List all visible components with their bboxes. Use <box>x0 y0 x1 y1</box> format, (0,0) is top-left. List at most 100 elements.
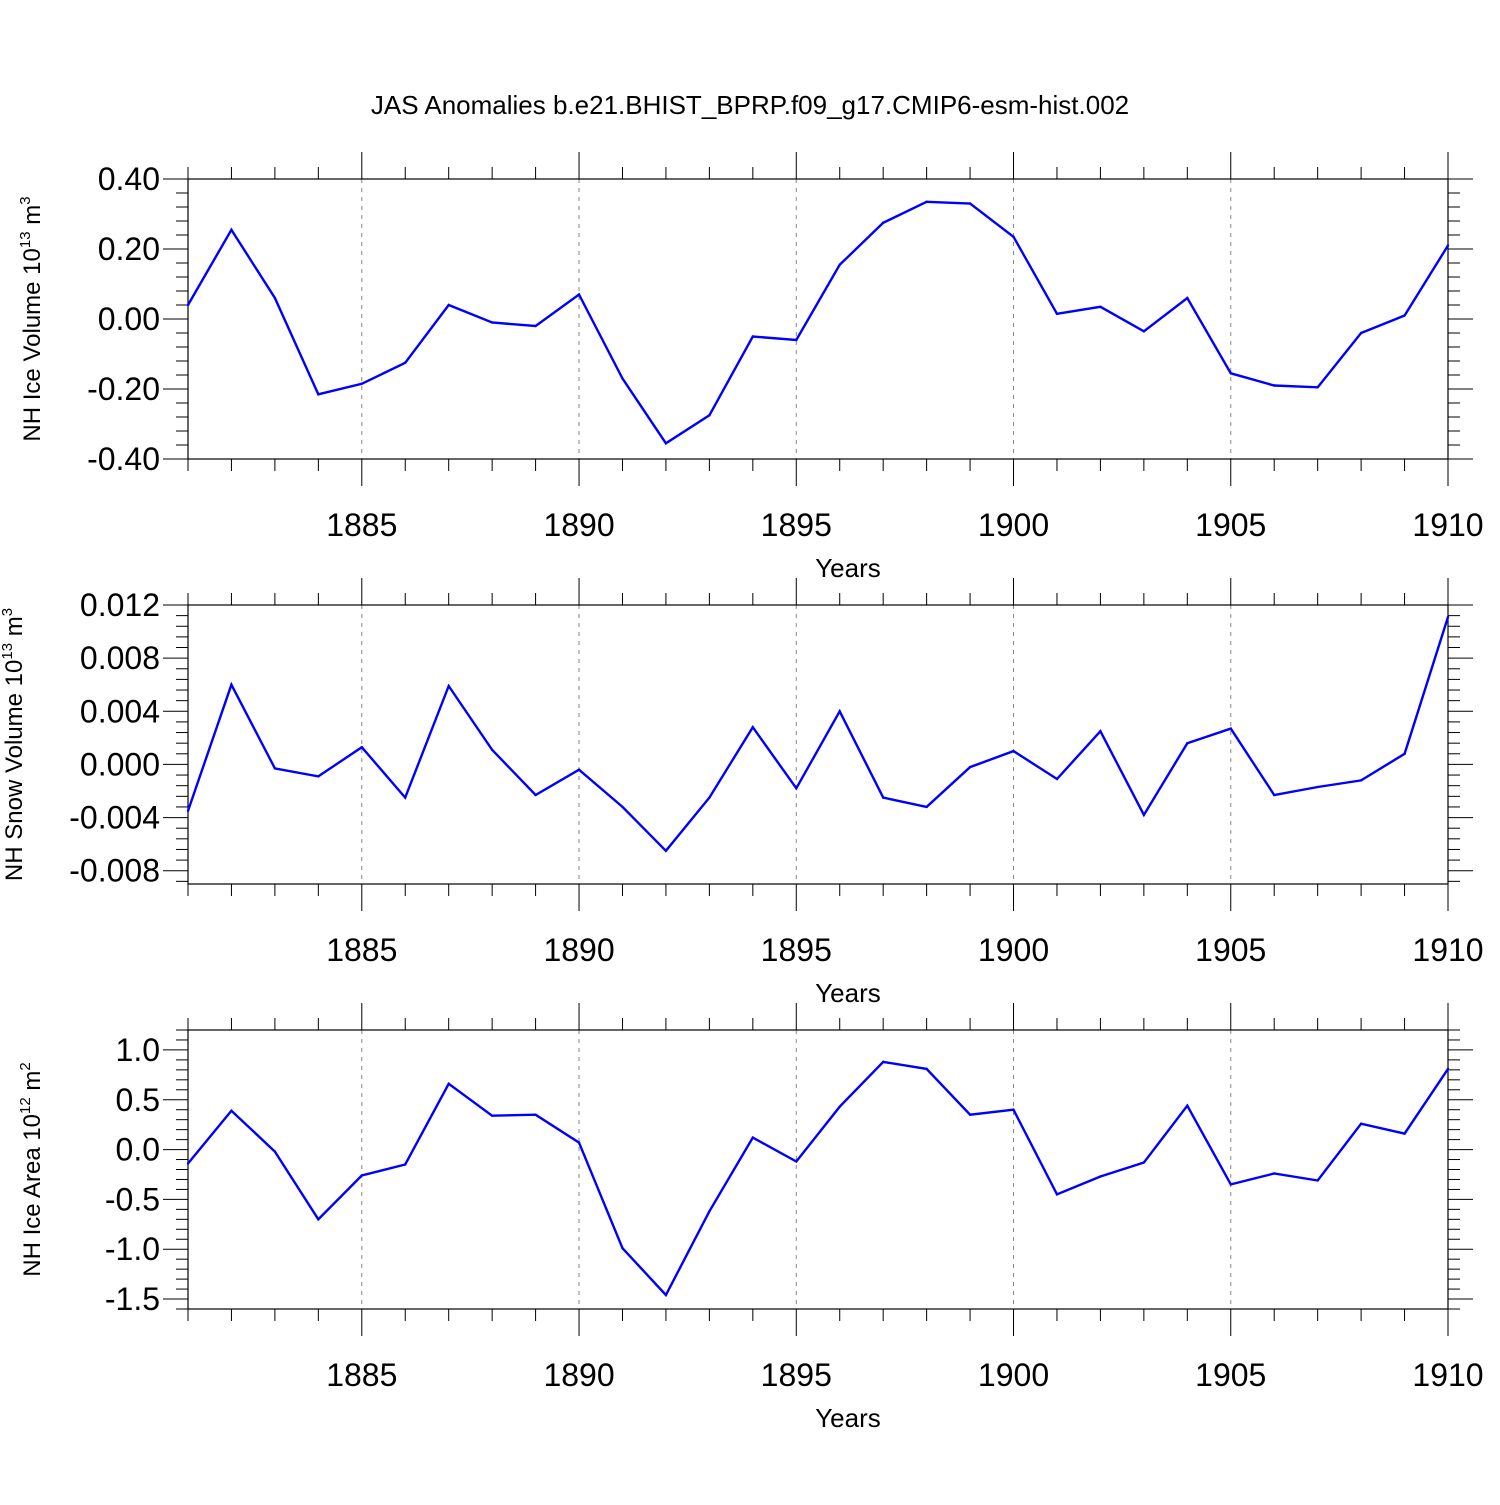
data-point <box>404 361 407 364</box>
data-point <box>1316 785 1319 789</box>
data-point <box>317 393 320 396</box>
series-line <box>186 200 1450 445</box>
y-tick-label: 0.000 <box>80 746 160 782</box>
y-tick-label: -0.20 <box>87 371 160 407</box>
chart-panel-1: -0.40 -0.20 0.00 0.20 0.40 1885 1890 1895 1900 19… <box>17 152 1484 583</box>
data-point <box>317 1218 320 1221</box>
x-tick-label: 1885 <box>326 932 397 968</box>
data-point <box>1099 730 1102 733</box>
data-point <box>1403 752 1406 755</box>
y-tick-label: 0.5 <box>116 1082 160 1118</box>
data-point <box>968 202 972 205</box>
data-point <box>881 796 885 799</box>
y-tick-label: -0.004 <box>69 800 160 836</box>
y-axis-label: NH Ice Area 1012 m2 <box>17 1062 46 1276</box>
series-line <box>186 616 1450 853</box>
data-point <box>273 296 277 300</box>
x-tick-label: 1890 <box>543 1357 614 1393</box>
data-point <box>1186 296 1189 300</box>
y-axis-label: NH Snow Volume 1013 m3 <box>0 608 28 881</box>
data-point <box>1403 314 1406 317</box>
chart-panel-2: -0.008 -0.004 0.000 0.004 0.008 0.012 1885 1890… <box>0 578 1484 1008</box>
data-point <box>751 1136 755 1139</box>
data-point <box>968 765 972 769</box>
data-point <box>230 1109 233 1112</box>
data-point <box>490 748 494 752</box>
data-point <box>534 1113 537 1116</box>
data-point <box>230 228 233 231</box>
data-point <box>925 805 928 809</box>
data-point <box>1316 1179 1319 1182</box>
y-axis-label: NH Ice Volume 1013 m3 <box>17 196 46 441</box>
data-point <box>1446 615 1450 619</box>
data-point <box>1229 1183 1232 1186</box>
data-point <box>664 1293 668 1297</box>
data-point <box>273 767 277 770</box>
x-tick-label: 1885 <box>326 1357 397 1393</box>
y-tick-label: -0.008 <box>69 853 160 889</box>
data-point <box>1142 1161 1146 1164</box>
y-tick-label: 0.004 <box>80 693 160 729</box>
data-point <box>404 1163 407 1166</box>
data-point <box>447 1082 450 1086</box>
data-point <box>838 263 841 266</box>
data-point <box>838 710 841 713</box>
data-point <box>230 683 233 686</box>
data-point <box>1099 305 1102 308</box>
x-tick-label: 1890 <box>543 932 614 968</box>
data-point <box>490 1114 494 1117</box>
data-point <box>708 796 711 799</box>
y-tick-label: 0.00 <box>98 301 160 337</box>
data-point <box>490 321 494 324</box>
plot-frame <box>187 178 1449 460</box>
x-tick-label: 1900 <box>978 932 1049 968</box>
data-point <box>1403 1132 1406 1135</box>
data-point <box>1186 741 1189 745</box>
data-point <box>795 1160 798 1163</box>
x-tick-label: 1905 <box>1195 932 1266 968</box>
x-tick-label: 1895 <box>761 932 832 968</box>
x-tick-label: 1890 <box>543 507 614 543</box>
x-tick-label: 1905 <box>1195 1357 1266 1393</box>
y-tick-label: -1.5 <box>105 1281 160 1317</box>
data-point <box>1012 235 1015 238</box>
data-point <box>1055 777 1059 781</box>
data-point <box>360 382 363 385</box>
data-point <box>360 745 363 749</box>
data-point <box>1273 384 1276 387</box>
data-point <box>1055 312 1059 315</box>
data-point <box>1359 1122 1363 1125</box>
data-point <box>751 726 755 729</box>
data-point <box>447 684 450 688</box>
x-tick-label: 1885 <box>326 507 397 543</box>
x-tick-label: 1910 <box>1412 1357 1483 1393</box>
data-point <box>708 1210 711 1213</box>
data-point <box>621 377 624 380</box>
x-tick-label: 1910 <box>1412 507 1483 543</box>
x-tick-label: 1895 <box>761 1357 832 1393</box>
data-point <box>621 805 624 809</box>
series-line <box>187 1060 1449 1298</box>
data-point <box>795 787 798 790</box>
data-point <box>404 796 407 799</box>
data-point <box>708 414 711 417</box>
data-point <box>1186 1104 1189 1107</box>
data-point <box>1229 727 1232 730</box>
data-point <box>1316 386 1319 389</box>
data-point <box>186 303 190 307</box>
y-tick-label: 0.012 <box>80 587 160 623</box>
data-point <box>968 1113 972 1116</box>
data-point <box>751 335 755 338</box>
data-point <box>838 1105 841 1108</box>
data-point <box>1229 372 1232 375</box>
data-point <box>577 293 581 296</box>
x-tick-label: 1895 <box>761 507 832 543</box>
x-axis-label: Years <box>815 553 881 583</box>
x-tick-label: 1910 <box>1412 932 1483 968</box>
data-point <box>447 303 450 307</box>
y-tick-label: -0.40 <box>87 441 160 477</box>
data-point <box>577 1141 581 1144</box>
data-point <box>273 1150 277 1153</box>
